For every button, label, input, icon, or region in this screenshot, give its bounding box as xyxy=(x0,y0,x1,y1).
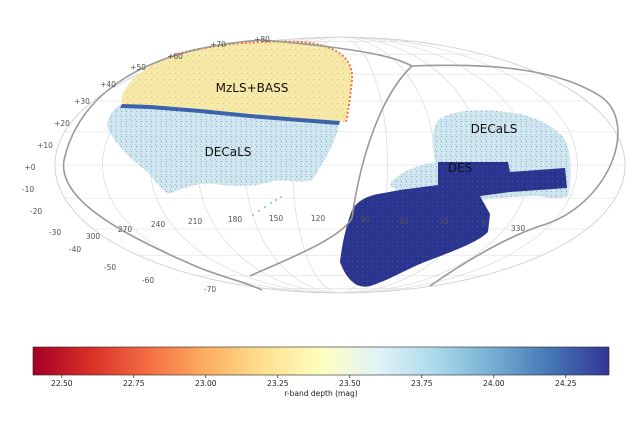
colorbar-tick-label: 24.00 xyxy=(483,379,505,388)
dec-tick-label: +10 xyxy=(37,141,53,150)
ra-tick-label: 180 xyxy=(228,215,243,224)
ra-tick-label: 60 xyxy=(399,217,409,226)
dec-tick-label: +70 xyxy=(210,40,226,49)
ra-tick-label: 90 xyxy=(360,215,370,224)
ra-tick-label: 300 xyxy=(86,232,101,241)
region-labels: MzLS+BASS DECaLS DECaLS DES xyxy=(205,81,518,175)
dec-tick-label: +60 xyxy=(167,52,183,61)
ra-tick-label: 240 xyxy=(151,220,166,229)
dec-tick-label: -70 xyxy=(204,285,216,294)
region-label-decals-north: DECaLS xyxy=(205,145,252,159)
colorbar-label: r-band depth (mag) xyxy=(284,389,357,398)
colorbar-tick-label: 22.50 xyxy=(51,379,73,388)
dec-tick-label: +30 xyxy=(74,97,90,106)
colorbar-tick-label: 23.50 xyxy=(339,379,361,388)
colorbar-tick-label: 23.25 xyxy=(267,379,289,388)
dec-tick-label: +20 xyxy=(54,119,70,128)
dec-tick-label: +50 xyxy=(130,63,146,72)
ra-tick-label: 330 xyxy=(511,224,526,233)
map-frame xyxy=(54,36,626,294)
ra-tick-label: 150 xyxy=(269,214,284,223)
dec-tick-labels: +80 +70 +60 +50 +40 +30 +20 +10 +0 -10 -20 -30 -40 -5… xyxy=(22,35,270,294)
ra-tick-label: 30 xyxy=(439,217,449,226)
colorbar-ticks: 22.50 22.75 23.00 23.25 23.50 23.75 24.00 24.25 xyxy=(51,375,577,388)
dec-tick-label: +40 xyxy=(100,80,116,89)
ra-tick-label: 270 xyxy=(118,225,133,234)
colorbar-gradient xyxy=(32,346,610,376)
colorbar-tick-label: 22.75 xyxy=(123,379,145,388)
colorbar: 22.50 22.75 23.00 23.25 23.50 23.75 24.00 24.25… xyxy=(32,346,610,398)
dec-tick-label: -50 xyxy=(104,263,116,272)
dec-tick-label: -30 xyxy=(49,228,61,237)
region-label-decals-south: DECaLS xyxy=(471,122,518,136)
region-label-des: DES xyxy=(448,161,472,175)
scattered-pointings xyxy=(252,196,282,216)
colorbar-tick-label: 23.00 xyxy=(195,379,217,388)
ra-tick-label: 0 xyxy=(482,219,487,228)
decals-north-top-band xyxy=(120,104,340,125)
dec-tick-label: -40 xyxy=(69,245,81,254)
dec-tick-label: +80 xyxy=(254,35,270,44)
dec-tick-label: +0 xyxy=(24,163,35,172)
galactic-plane-curves xyxy=(62,39,619,291)
region-label-mzls-bass: MzLS+BASS xyxy=(216,81,289,95)
dec-tick-label: -10 xyxy=(22,185,34,194)
colorbar-tick-label: 24.25 xyxy=(555,379,577,388)
ra-tick-label: 210 xyxy=(188,217,203,226)
dec-tick-label: -20 xyxy=(30,207,42,216)
colorbar-tick-label: 23.75 xyxy=(411,379,433,388)
survey-footprints xyxy=(107,40,571,287)
ra-tick-label: 120 xyxy=(311,214,326,223)
dec-tick-label: -60 xyxy=(142,276,154,285)
